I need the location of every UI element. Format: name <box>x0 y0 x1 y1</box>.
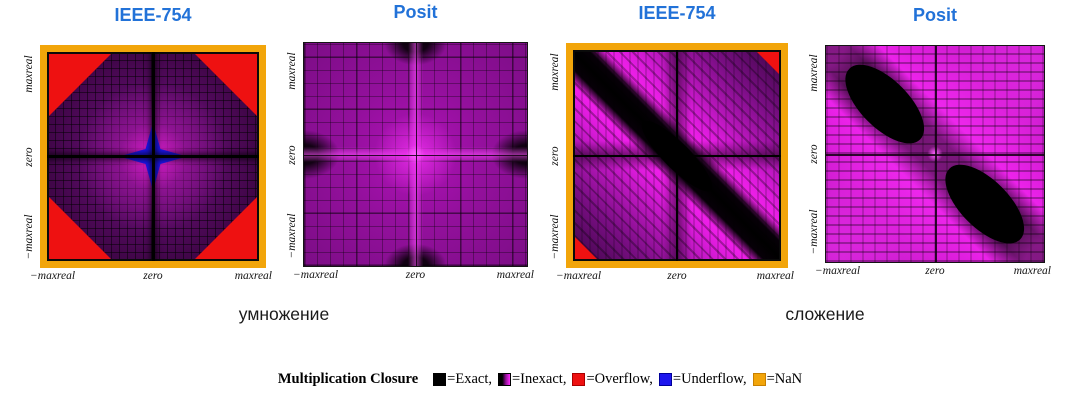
overflow-region <box>757 52 779 74</box>
overflow-swatch-icon <box>572 373 586 386</box>
x-tick-zero: zero <box>667 270 687 282</box>
x-tick-maxreal: maxreal <box>234 270 272 282</box>
exact-diagonal-wedge <box>932 151 1038 256</box>
x-tick-neg-maxreal: −maxreal <box>815 265 861 277</box>
x-tick-neg-maxreal: −maxreal <box>293 269 339 281</box>
panel-ieee754-multiplication: IEEE-754 maxreal zero −maxreal −maxreal … <box>23 5 272 282</box>
legend-item-label: =Exact, <box>447 371 492 387</box>
y-tick-zero: zero <box>808 144 820 164</box>
exact-swatch-icon <box>433 373 447 386</box>
y-tick-neg-maxreal: −maxreal <box>286 212 298 259</box>
panel-title: Posit <box>393 2 438 22</box>
y-tick-maxreal: maxreal <box>808 54 820 92</box>
heatmap-posit-multiplication <box>303 42 528 267</box>
y-tick-zero: zero <box>286 144 298 165</box>
x-tick-zero: zero <box>405 269 426 281</box>
nan-swatch-icon <box>752 373 766 386</box>
heatmap-ieee754-multiplication <box>40 45 266 268</box>
x-tick-maxreal: maxreal <box>496 269 534 281</box>
legend-title: Multiplication Closure <box>277 371 419 387</box>
y-axis: maxreal zero −maxreal <box>21 45 37 268</box>
x-axis: −maxreal zero maxreal <box>815 265 1051 283</box>
y-tick-maxreal: maxreal <box>286 52 298 90</box>
panel-ieee754-addition: IEEE-754 maxreal zero −maxreal −maxreal … <box>549 3 794 282</box>
y-tick-neg-maxreal: −maxreal <box>23 214 35 260</box>
x-axis: −maxreal zero maxreal <box>556 270 794 288</box>
x-tick-maxreal: maxreal <box>1013 265 1051 277</box>
exact-diagonal-wedge <box>832 52 938 157</box>
legend: Multiplication Closure =Exact, =Inexact,… <box>0 371 1080 388</box>
legend-item-inexact: =Inexact, <box>497 371 567 388</box>
panel-title: Posit <box>912 5 957 25</box>
x-tick-zero: zero <box>925 265 945 277</box>
panel-title: IEEE-754 <box>638 3 716 23</box>
zero-axis-line <box>415 43 417 266</box>
legend-item-label: =NaN <box>766 371 803 387</box>
y-tick-neg-maxreal: −maxreal <box>549 213 561 260</box>
y-tick-maxreal: maxreal <box>23 55 35 93</box>
x-tick-neg-maxreal: −maxreal <box>30 270 76 282</box>
x-axis: −maxreal zero maxreal <box>30 270 272 288</box>
inexact-swatch-icon <box>497 373 511 386</box>
panel-posit-addition: Posit maxreal zero −maxreal −maxreal zer… <box>808 5 1051 277</box>
panel-posit-multiplication: Posit maxreal zero −maxreal −maxreal zer… <box>286 2 534 281</box>
group-label-multiplication: умножение <box>238 304 330 324</box>
panel-title: IEEE-754 <box>114 5 192 25</box>
group-label-addition: сложение <box>785 304 865 324</box>
legend-item-overflow: =Overflow, <box>572 371 653 388</box>
y-tick-zero: zero <box>549 145 561 166</box>
zero-axis-line <box>151 52 155 261</box>
y-axis: maxreal zero −maxreal <box>806 45 822 263</box>
legend-item-label: =Inexact, <box>511 371 567 387</box>
x-tick-neg-maxreal: −maxreal <box>556 270 602 282</box>
legend-item-label: =Overflow, <box>586 371 653 387</box>
x-tick-maxreal: maxreal <box>756 270 794 282</box>
x-axis: −maxreal zero maxreal <box>293 269 534 287</box>
y-axis: maxreal zero −maxreal <box>284 42 300 267</box>
y-tick-maxreal: maxreal <box>549 53 561 91</box>
underflow-swatch-icon <box>658 373 672 386</box>
y-axis: maxreal zero −maxreal <box>547 43 563 268</box>
heatmap-posit-addition <box>825 45 1045 263</box>
x-tick-zero: zero <box>143 270 163 282</box>
legend-item-label: =Underflow, <box>672 371 747 387</box>
legend-item-underflow: =Underflow, <box>658 371 747 388</box>
legend-item-nan: =NaN <box>752 371 803 388</box>
zero-axis-line <box>935 46 937 262</box>
y-tick-neg-maxreal: −maxreal <box>808 209 820 255</box>
y-tick-zero: zero <box>23 146 35 167</box>
heatmap-ieee754-addition <box>566 43 788 268</box>
overflow-region <box>575 237 597 259</box>
zero-axis-line <box>676 50 678 261</box>
legend-item-exact: =Exact, <box>433 371 492 388</box>
